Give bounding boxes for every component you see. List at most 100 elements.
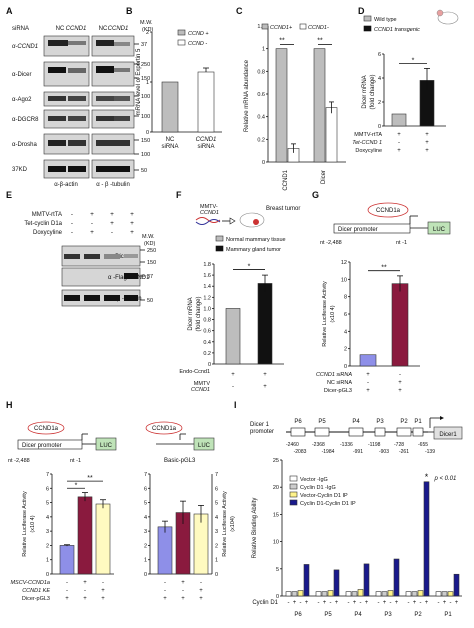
condition-label: Tet-CCND 1 xyxy=(352,140,382,146)
condition-label: MMTV-rtTA xyxy=(354,132,382,138)
mouse-icon xyxy=(437,11,459,25)
x-tick-label: P5 xyxy=(324,612,332,618)
panel-label-G: G xyxy=(312,190,319,200)
y-tick-label-right: 3 xyxy=(215,529,218,535)
legend-label: CCND - xyxy=(188,41,207,47)
condition-mark: - xyxy=(111,229,113,236)
promoter-label: Dicer promoter xyxy=(22,443,62,449)
y-tick-label: 1.2 xyxy=(257,24,265,30)
legend-swatch xyxy=(215,245,224,252)
dicer1-label: Dicer1 xyxy=(439,432,457,438)
condition-mark: - xyxy=(71,229,73,236)
y-tick-label: 1 xyxy=(262,47,265,53)
cyclin-mark: - xyxy=(378,600,380,606)
y-tick-label-right: 4 xyxy=(215,515,218,521)
mw-value: 250 xyxy=(147,248,156,254)
band xyxy=(84,295,100,301)
cyclin-mark: + xyxy=(395,600,399,606)
cyclin-mark: - xyxy=(330,600,332,606)
band xyxy=(96,140,114,146)
legend-label: CCND + xyxy=(188,31,209,37)
y-axis-label: mRNA level of Exportin 5 xyxy=(136,48,142,115)
condition-mark: + xyxy=(83,580,87,586)
y-tick-label: 5 xyxy=(144,501,147,507)
nc-label-2: NC xyxy=(99,26,108,32)
condition-mark: + xyxy=(397,132,401,138)
mmtv-label: MMTV- xyxy=(200,204,218,210)
y-tick-label: 0 xyxy=(262,160,265,166)
band xyxy=(114,140,130,146)
legend-label: CCND1 transgenic xyxy=(374,27,420,33)
y-tick-label: 0 xyxy=(276,594,279,600)
y-tick-label: 1 xyxy=(144,558,147,564)
luc-box xyxy=(193,437,215,451)
y-tick-label: 7 xyxy=(46,472,49,478)
condition-label: Dicer-pGL3 xyxy=(324,388,352,394)
condition-mark: - xyxy=(71,211,73,218)
cyclin-mark: + xyxy=(305,600,309,606)
significance: ** xyxy=(87,475,93,482)
nc-label: NC xyxy=(56,26,65,32)
condition-mark: + xyxy=(110,220,114,227)
footer-right: α - β -tubulin xyxy=(96,182,130,188)
band xyxy=(96,40,114,46)
condition-mark: - xyxy=(232,384,234,390)
blot xyxy=(61,289,141,307)
mw-value: 100 xyxy=(141,114,150,120)
y-tick-label: 0 xyxy=(208,362,211,368)
coord-top: -2368 xyxy=(312,442,325,448)
y-tick-label: 6 xyxy=(378,52,381,58)
mouse-ear-icon xyxy=(436,9,444,17)
legend-label: Vector -IgG xyxy=(300,477,328,483)
condition-mark: - xyxy=(367,380,369,386)
y-tick-label: 0 xyxy=(378,124,381,130)
band xyxy=(104,254,120,259)
condition-mark: + xyxy=(397,148,401,154)
cyclin-mark: - xyxy=(360,600,362,606)
condition-mark: + xyxy=(65,596,69,602)
x-tick-label: P4 xyxy=(354,612,362,618)
blot-left xyxy=(43,109,90,129)
condition-mark: + xyxy=(366,388,370,394)
band xyxy=(68,96,86,101)
arrow-head-icon xyxy=(440,416,444,420)
site-box xyxy=(314,427,330,437)
blot-row-label: α-Ago2 xyxy=(12,97,32,103)
band xyxy=(124,273,138,279)
mmtv-label-2: CCND1 xyxy=(200,210,219,216)
band xyxy=(68,41,86,45)
legend-swatch xyxy=(363,15,372,22)
blot-left xyxy=(43,91,90,107)
condition-mark: - xyxy=(66,588,68,594)
luc-box xyxy=(95,437,117,451)
y-tick-label: 7 xyxy=(144,472,147,478)
bar xyxy=(391,113,407,127)
y-tick-label: 15 xyxy=(273,512,279,518)
bar xyxy=(381,591,388,597)
bar xyxy=(447,591,454,597)
band xyxy=(114,96,130,101)
coord-top: -1198 xyxy=(368,442,381,448)
y-axis-label: (x104) xyxy=(230,516,236,532)
condition-mark: - xyxy=(84,588,86,594)
site-box xyxy=(290,427,306,437)
band xyxy=(84,254,100,259)
cyclin-mark: - xyxy=(438,600,440,606)
y-tick-label: 5 xyxy=(46,501,49,507)
site-label: P4 xyxy=(352,419,360,425)
condition-mark: - xyxy=(71,220,73,227)
y-tick-label: 6 xyxy=(46,486,49,492)
y-tick-label: 10 xyxy=(273,540,279,546)
bar xyxy=(405,591,412,597)
band xyxy=(114,68,130,72)
y-axis-label: (x10 4) xyxy=(330,305,336,322)
condition-label: Doxycyline xyxy=(33,230,63,236)
bar xyxy=(285,591,292,597)
condition-mark: + xyxy=(181,596,185,602)
condition-mark: - xyxy=(102,580,104,586)
blot xyxy=(61,245,141,267)
legend-swatch xyxy=(289,499,298,506)
bar xyxy=(327,590,334,597)
panel-label-E: E xyxy=(6,190,12,200)
legend-swatch xyxy=(289,491,298,498)
